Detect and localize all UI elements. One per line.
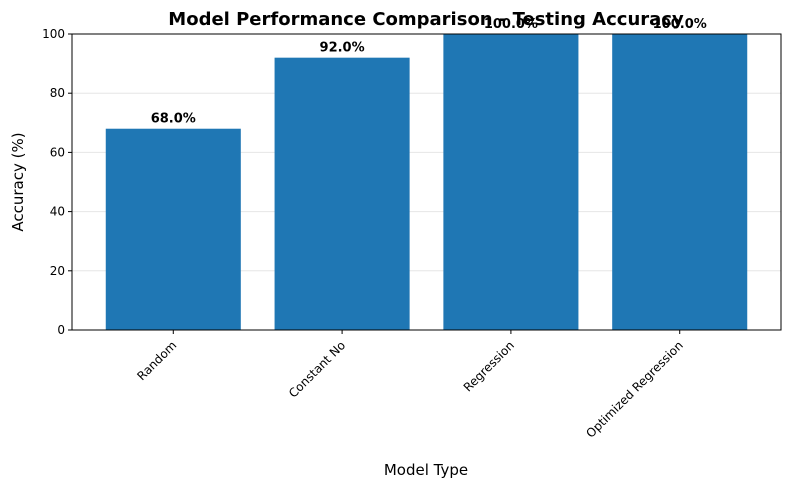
y-tick-label: 100 bbox=[42, 27, 65, 41]
y-axis-label: Accuracy (%) bbox=[9, 132, 27, 231]
y-tick-label: 20 bbox=[50, 264, 65, 278]
y-tick-labels: 0 20 40 60 80 100 bbox=[42, 27, 72, 337]
data-label: 68.0% bbox=[151, 112, 196, 127]
bar bbox=[612, 34, 748, 330]
bar bbox=[274, 57, 410, 331]
bars bbox=[105, 34, 748, 331]
y-tick-label: 60 bbox=[50, 145, 65, 159]
chart-title: Model Performance Comparison - Testing A… bbox=[168, 9, 684, 30]
data-label: 100.0% bbox=[653, 17, 707, 32]
data-labels: 68.0% 92.0% 100.0% 100.0% bbox=[151, 17, 707, 127]
x-axis-label: Model Type bbox=[384, 461, 468, 479]
y-tick-label: 40 bbox=[50, 205, 65, 219]
data-label: 92.0% bbox=[320, 41, 365, 56]
bar bbox=[443, 34, 579, 330]
plot-frame bbox=[71, 33, 782, 331]
y-tick-label: 80 bbox=[50, 86, 65, 100]
data-label: 100.0% bbox=[484, 17, 538, 32]
y-tick-label: 0 bbox=[57, 323, 65, 337]
bar bbox=[105, 128, 241, 330]
